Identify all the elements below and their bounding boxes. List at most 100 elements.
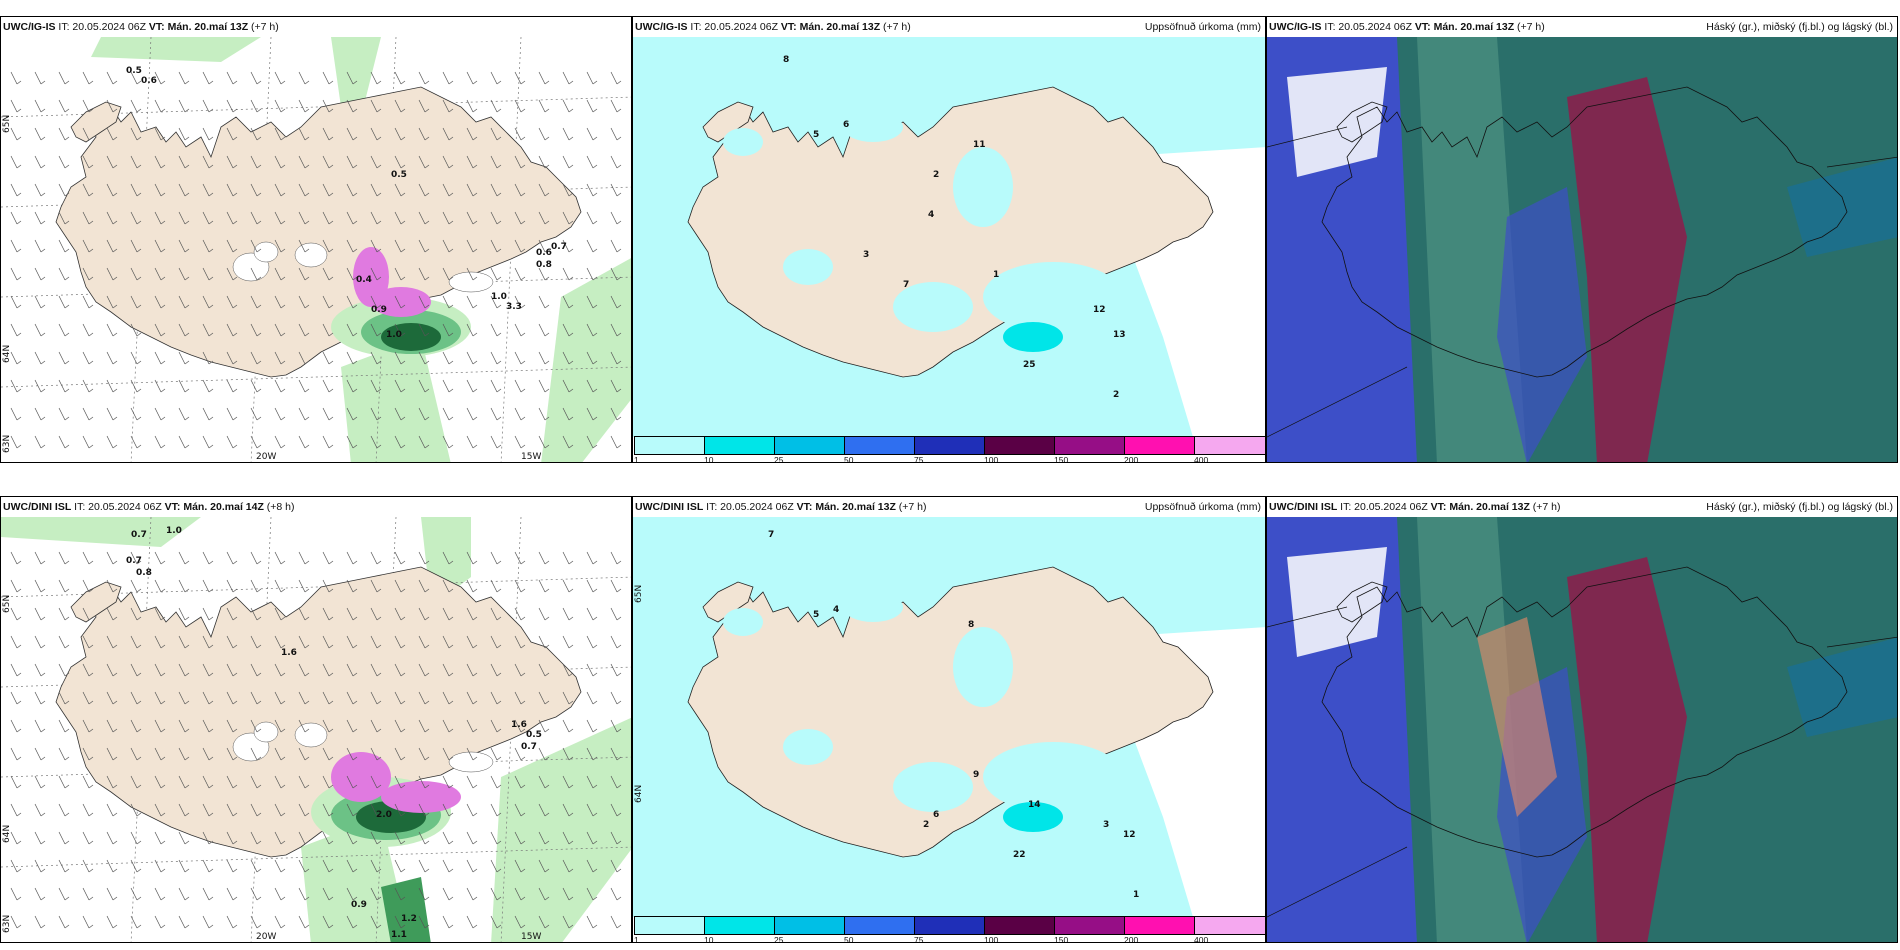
wind-barb (298, 323, 310, 337)
wind-barb (466, 551, 478, 565)
wind-barb (10, 831, 22, 845)
wind-barb (226, 691, 238, 705)
wind-barb (10, 435, 22, 449)
wind-barb (538, 719, 550, 733)
latitude-line (1267, 606, 1348, 628)
wind-barb (202, 379, 214, 393)
wind-barb (274, 887, 286, 901)
wind-barb (10, 887, 22, 901)
wind-barb (514, 691, 526, 705)
wind-barb (154, 435, 166, 449)
wind-barb (274, 183, 286, 197)
wind-barb (322, 635, 334, 649)
wind-barb (106, 351, 118, 365)
wind-barb (466, 379, 478, 393)
colorbar-cell (775, 437, 845, 454)
wind-barb (130, 323, 142, 337)
wind-barb (586, 351, 598, 365)
wind-barb (34, 831, 46, 845)
precip-value-label: 2.0 (376, 810, 392, 820)
wind-barb (202, 831, 214, 845)
wind-barb (202, 267, 214, 281)
wind-barb (250, 267, 262, 281)
wind-barb (562, 211, 574, 225)
wind-barb (562, 155, 574, 169)
wind-barb (274, 551, 286, 565)
wind-barb (562, 267, 574, 281)
wind-barb (106, 747, 118, 761)
wind-barb (490, 747, 502, 761)
wind-barb (154, 239, 166, 253)
panel-wind-precip-top: UWC/IG-IS IT: 20.05.2024 06Z VT: Mán. 20… (0, 16, 632, 463)
latitude-label: 64N (2, 345, 12, 363)
wind-barb (106, 183, 118, 197)
wind-barb (394, 551, 406, 565)
wind-barb (322, 239, 334, 253)
wind-barb (322, 71, 334, 85)
wind-barb (106, 579, 118, 593)
wind-barb (250, 635, 262, 649)
accum-value-label: 13 (1113, 330, 1126, 340)
wind-barb (82, 691, 94, 705)
wind-barb (370, 323, 382, 337)
wind-barb (130, 915, 142, 929)
panel-clouds-bottom: UWC/DINI ISL IT: 20.05.2024 06Z VT: Mán.… (1266, 496, 1898, 943)
wind-barb (610, 719, 622, 733)
wind-barb (130, 435, 142, 449)
wind-barb (442, 859, 454, 873)
colorbar-tick-label: 400 (1194, 935, 1209, 943)
wind-barb (418, 99, 430, 113)
wind-barb (34, 379, 46, 393)
low-cloud-band (1497, 187, 1587, 462)
wind-barb (82, 803, 94, 817)
wind-barb (514, 719, 526, 733)
wind-barb (586, 803, 598, 817)
wind-barb (586, 379, 598, 393)
wind-barb (10, 607, 22, 621)
wind-barb (370, 635, 382, 649)
precip-value-label: 0.7 (131, 530, 147, 540)
precip-value-label: 0.4 (356, 275, 372, 285)
colorbar-cell (1055, 917, 1125, 934)
wind-barb (610, 831, 622, 845)
wind-barb (82, 887, 94, 901)
wind-barb (82, 323, 94, 337)
wind-barb (58, 435, 70, 449)
longitude-label: 20W (256, 932, 276, 942)
wind-barb (538, 155, 550, 169)
wind-barb (490, 155, 502, 169)
wind-barb (298, 99, 310, 113)
wind-barb (274, 635, 286, 649)
wind-barb (538, 71, 550, 85)
wind-barb (322, 155, 334, 169)
wind-barb (514, 407, 526, 421)
wind-barb (394, 155, 406, 169)
accum-value-label: 2 (923, 820, 929, 830)
wind-barb (274, 71, 286, 85)
wind-barb (538, 211, 550, 225)
wind-barb (610, 551, 622, 565)
high-cloud-core (1567, 557, 1687, 942)
latitude-label: 64N (2, 825, 12, 843)
wind-barb (130, 691, 142, 705)
wind-barb (586, 183, 598, 197)
wind-barb (250, 211, 262, 225)
wind-barb (34, 71, 46, 85)
init-time: IT: 20.05.2024 06Z (706, 501, 794, 513)
wind-barb (610, 607, 622, 621)
wind-barb (154, 71, 166, 85)
wind-barb (418, 407, 430, 421)
wind-barb (34, 267, 46, 281)
wind-barb (154, 579, 166, 593)
wind-barb (250, 887, 262, 901)
wind-barb (562, 803, 574, 817)
wind-barb (586, 887, 598, 901)
wind-barb (610, 267, 622, 281)
wind-barb (370, 211, 382, 225)
latitude-line (1, 366, 631, 388)
wind-barb (370, 859, 382, 873)
wind-barb (178, 379, 190, 393)
wind-barb (490, 579, 502, 593)
wind-barb (418, 803, 430, 817)
